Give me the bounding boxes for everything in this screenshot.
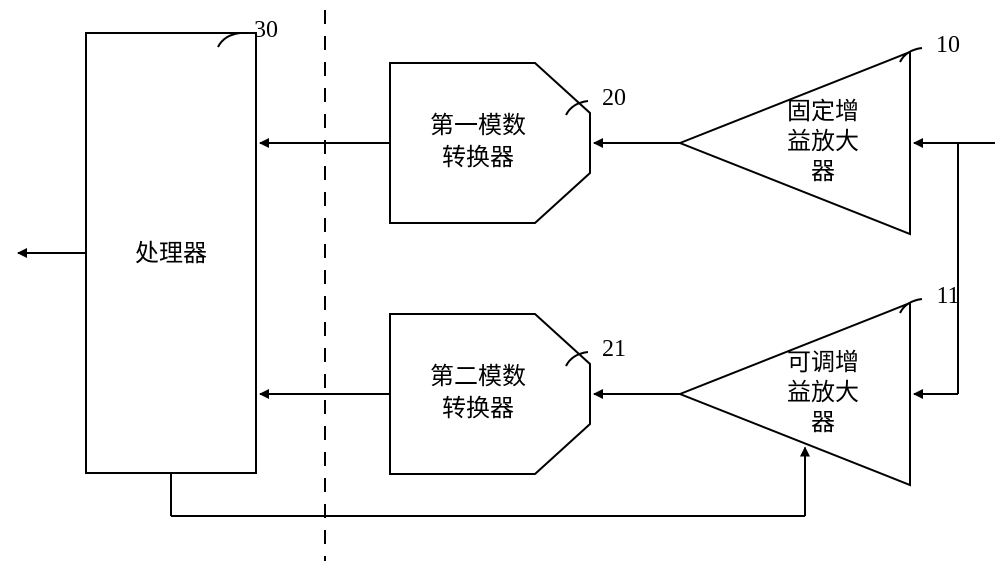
svg-text:益放大: 益放大 <box>787 128 859 155</box>
svg-text:21: 21 <box>602 336 626 362</box>
svg-text:可调增: 可调增 <box>787 349 859 376</box>
svg-text:转换器: 转换器 <box>442 144 514 171</box>
svg-text:20: 20 <box>602 85 626 111</box>
svg-text:第二模数: 第二模数 <box>430 363 526 390</box>
svg-text:器: 器 <box>811 159 835 185</box>
svg-text:器: 器 <box>811 410 835 436</box>
adc1-block <box>390 63 590 223</box>
svg-text:益放大: 益放大 <box>787 379 859 406</box>
svg-text:第一模数: 第一模数 <box>430 112 526 139</box>
svg-text:处理器: 处理器 <box>135 240 207 267</box>
svg-text:30: 30 <box>254 17 278 43</box>
svg-text:10: 10 <box>936 32 960 58</box>
svg-text:转换器: 转换器 <box>442 395 514 422</box>
svg-text:固定增: 固定增 <box>787 98 859 125</box>
svg-text:11: 11 <box>936 283 959 309</box>
adc2-block <box>390 314 590 474</box>
